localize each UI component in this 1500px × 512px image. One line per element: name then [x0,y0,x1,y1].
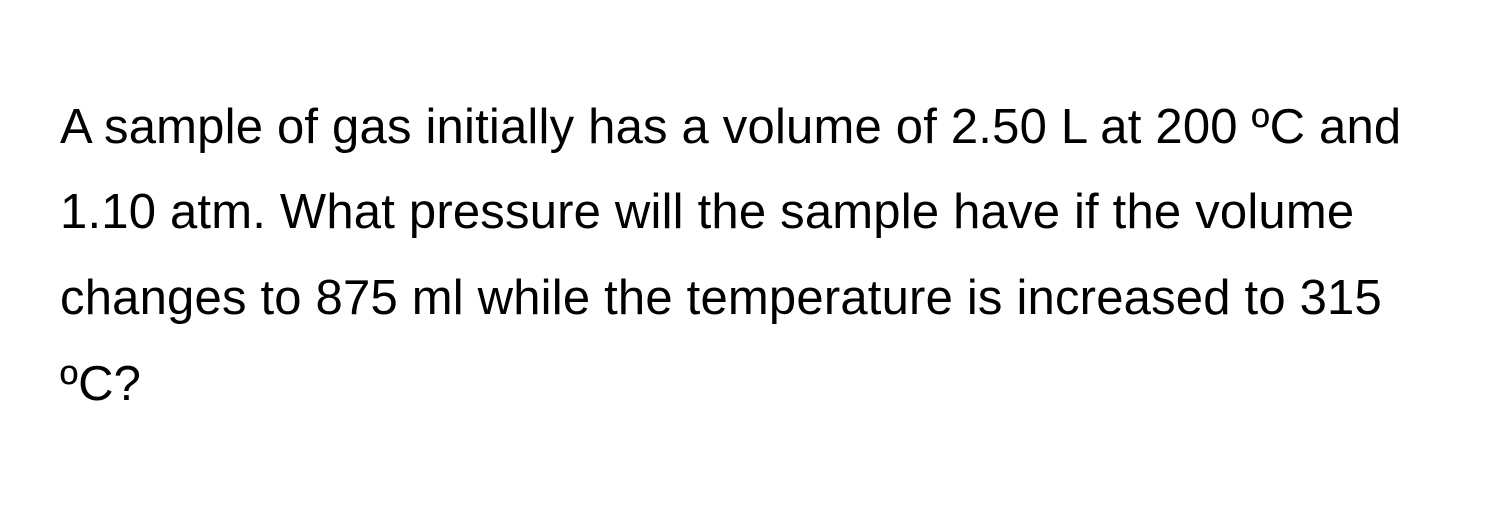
question-text: A sample of gas initially has a volume o… [60,85,1440,428]
